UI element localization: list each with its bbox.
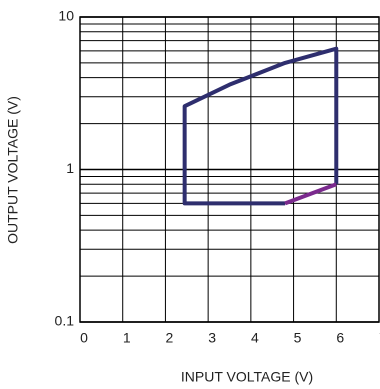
x-tick-label: 3 — [208, 330, 216, 346]
y-tick-label: 10 — [58, 8, 74, 24]
y-tick-label: 0.1 — [55, 313, 75, 329]
x-tick-label: 2 — [166, 330, 174, 346]
x-tick-label: 0 — [80, 330, 88, 346]
x-tick-label: 6 — [336, 330, 344, 346]
y-axis-label: OUTPUT VOLTAGE (V) — [5, 96, 21, 244]
x-tick-label: 4 — [251, 330, 259, 346]
series-line — [284, 182, 337, 206]
x-axis-label: INPUT VOLTAGE (V) — [181, 369, 313, 385]
x-tick-label: 5 — [294, 330, 302, 346]
x-tick-label: 1 — [123, 330, 131, 346]
y-tick-label: 1 — [66, 160, 74, 176]
series-line — [182, 46, 339, 206]
plot-frame — [79, 16, 380, 323]
